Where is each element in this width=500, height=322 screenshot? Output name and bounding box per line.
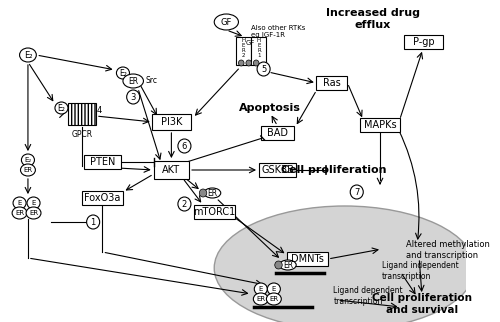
Text: ER: ER xyxy=(15,210,24,216)
Ellipse shape xyxy=(254,293,268,305)
Text: ER: ER xyxy=(128,77,138,86)
Ellipse shape xyxy=(268,283,280,295)
Text: 6: 6 xyxy=(182,141,187,150)
Text: Ligand dependent
transcription: Ligand dependent transcription xyxy=(334,286,403,306)
Text: E: E xyxy=(272,286,276,292)
FancyBboxPatch shape xyxy=(259,163,296,177)
Text: 1: 1 xyxy=(90,217,96,226)
Ellipse shape xyxy=(13,197,26,209)
Text: ER: ER xyxy=(29,210,38,216)
Text: E: E xyxy=(258,286,263,292)
Ellipse shape xyxy=(20,164,36,176)
FancyBboxPatch shape xyxy=(404,35,444,49)
Text: E₂: E₂ xyxy=(24,157,32,163)
Ellipse shape xyxy=(214,14,238,30)
Circle shape xyxy=(350,185,364,199)
Circle shape xyxy=(275,261,282,269)
FancyBboxPatch shape xyxy=(194,205,234,219)
FancyBboxPatch shape xyxy=(360,118,400,132)
Ellipse shape xyxy=(214,206,475,322)
Ellipse shape xyxy=(266,293,281,305)
Text: FoxO3a: FoxO3a xyxy=(84,193,120,203)
Text: AKT: AKT xyxy=(162,165,180,175)
Text: E: E xyxy=(32,200,36,206)
Text: E₂: E₂ xyxy=(24,51,32,60)
Text: Apoptosis: Apoptosis xyxy=(239,103,301,113)
Circle shape xyxy=(200,189,207,197)
Text: ER: ER xyxy=(270,296,278,302)
Circle shape xyxy=(246,60,252,66)
Ellipse shape xyxy=(116,67,130,79)
Text: 4: 4 xyxy=(97,106,102,115)
Ellipse shape xyxy=(254,283,268,295)
Text: ER: ER xyxy=(283,260,293,270)
Text: DMNTs: DMNTs xyxy=(291,254,324,264)
FancyBboxPatch shape xyxy=(84,155,121,169)
Text: GF: GF xyxy=(220,17,232,26)
Text: 3: 3 xyxy=(130,92,136,101)
FancyBboxPatch shape xyxy=(154,161,189,179)
Circle shape xyxy=(238,60,244,66)
Text: 5: 5 xyxy=(261,64,266,73)
Text: Ras: Ras xyxy=(322,78,340,88)
FancyBboxPatch shape xyxy=(261,126,294,140)
Circle shape xyxy=(178,139,191,153)
FancyBboxPatch shape xyxy=(82,191,123,205)
Ellipse shape xyxy=(26,207,41,219)
FancyBboxPatch shape xyxy=(152,114,191,130)
Ellipse shape xyxy=(280,260,296,270)
Circle shape xyxy=(254,60,259,66)
Text: GF: GF xyxy=(246,40,255,46)
Text: Ligand independent
transcription: Ligand independent transcription xyxy=(382,261,458,281)
FancyBboxPatch shape xyxy=(236,37,250,65)
Text: Also other RTKs
eg IGF-1R: Also other RTKs eg IGF-1R xyxy=(252,25,306,38)
Text: BAD: BAD xyxy=(267,128,288,138)
Text: P-gp: P-gp xyxy=(413,37,434,47)
FancyBboxPatch shape xyxy=(287,252,328,266)
FancyBboxPatch shape xyxy=(68,103,96,125)
Text: H
E
R
2: H E R 2 xyxy=(241,38,245,58)
Text: H
E
R
1: H E R 1 xyxy=(257,38,261,58)
Text: Altered methylation
and transcription: Altered methylation and transcription xyxy=(406,240,490,260)
Text: mTORC1: mTORC1 xyxy=(193,207,236,217)
Text: 7: 7 xyxy=(354,187,360,196)
Circle shape xyxy=(126,90,140,104)
Ellipse shape xyxy=(22,154,35,166)
Ellipse shape xyxy=(123,74,144,88)
Circle shape xyxy=(86,215,100,229)
Text: GSK3B: GSK3B xyxy=(261,165,294,175)
Text: ER: ER xyxy=(24,167,32,173)
Ellipse shape xyxy=(20,48,36,62)
Text: ER: ER xyxy=(208,188,218,197)
Text: MAPKs: MAPKs xyxy=(364,120,396,130)
Circle shape xyxy=(257,62,270,76)
Ellipse shape xyxy=(12,207,27,219)
Text: 2: 2 xyxy=(182,200,187,209)
FancyBboxPatch shape xyxy=(316,76,348,90)
Text: Cell proliferation: Cell proliferation xyxy=(280,165,386,175)
Text: PI3K: PI3K xyxy=(160,117,182,127)
Ellipse shape xyxy=(55,102,68,114)
Text: Src: Src xyxy=(146,75,158,84)
Text: E: E xyxy=(18,200,21,206)
Text: E₂: E₂ xyxy=(119,69,127,78)
Text: GPCR: GPCR xyxy=(72,130,92,139)
Text: Increased drug
efflux: Increased drug efflux xyxy=(326,8,420,30)
Text: ER: ER xyxy=(256,296,266,302)
Circle shape xyxy=(178,197,191,211)
Text: PTEN: PTEN xyxy=(90,157,115,167)
Text: E₂: E₂ xyxy=(58,103,66,112)
Text: Cell proliferation
and survival: Cell proliferation and survival xyxy=(372,293,472,315)
Ellipse shape xyxy=(27,197,40,209)
FancyBboxPatch shape xyxy=(252,37,266,65)
Ellipse shape xyxy=(204,188,221,198)
